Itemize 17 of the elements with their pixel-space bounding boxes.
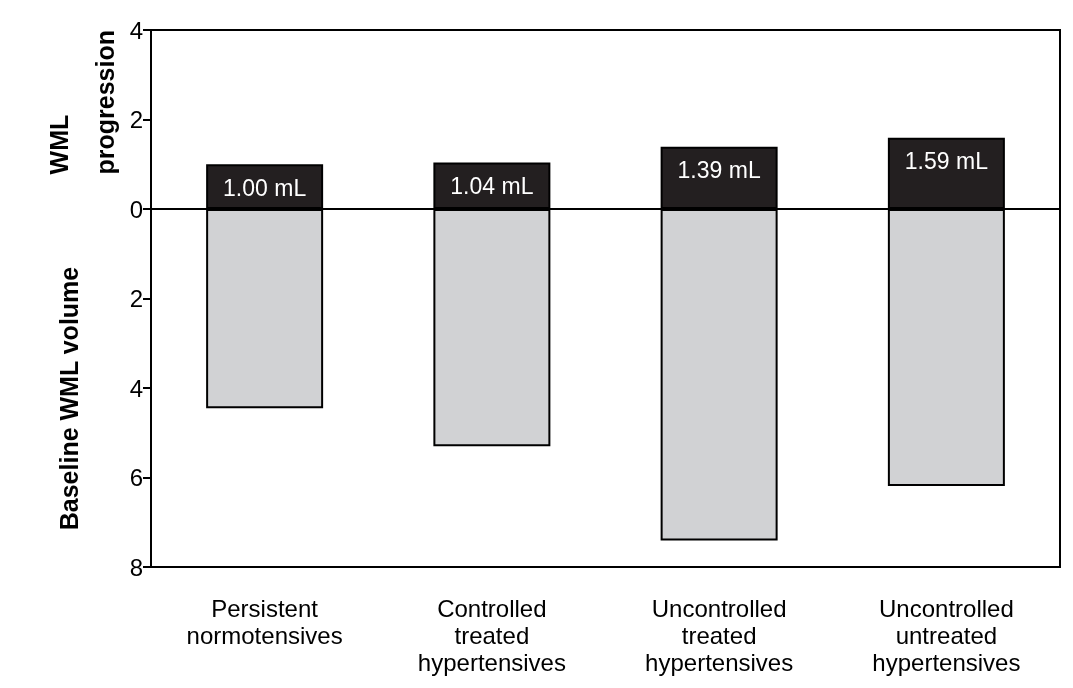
y-tick-label: 4 xyxy=(129,374,143,402)
y-tick-label: 2 xyxy=(129,106,143,133)
y-tick-label: 6 xyxy=(129,464,143,491)
data-label: 1.04 mL xyxy=(450,172,534,199)
data-label: 1.00 mL xyxy=(223,174,307,201)
data-label: 1.59 mL xyxy=(904,148,989,175)
text: WML progression xyxy=(45,29,119,175)
y-tick-label: 0 xyxy=(129,195,143,223)
data-label: 1.39 mL xyxy=(677,157,761,184)
x-tick-label: Controlled treated hypertensives xyxy=(417,595,566,676)
y-tick-label: 8 xyxy=(129,553,143,581)
x-tick-label: Uncontrolled treated hypertensives xyxy=(645,595,794,676)
x-tick-label: Persistent normotensives xyxy=(186,595,343,649)
x-tick-label: Uncontrolled untreated hypertensives xyxy=(872,595,1021,676)
y-tick-label: 2 xyxy=(129,285,143,312)
y-axis-title: Baseline WML volume xyxy=(54,266,83,531)
y-tick-label: 4 xyxy=(129,16,143,44)
